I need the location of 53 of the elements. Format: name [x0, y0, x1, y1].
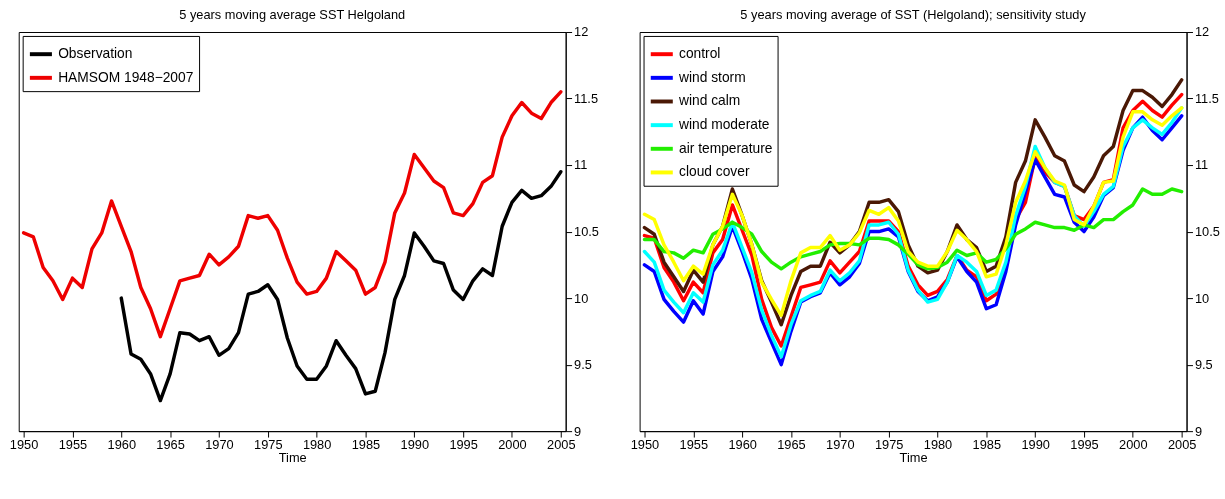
- x-tick-label: 1975: [874, 437, 904, 453]
- line-series: [119, 169, 563, 403]
- y-tick-label: 9.5: [1194, 357, 1213, 373]
- y-tick-label: 11: [574, 157, 588, 173]
- x-tick-label: 1985: [972, 437, 1002, 453]
- legend-label: control: [679, 46, 721, 62]
- chart-title: 5 years moving average of SST (Helgoland); sensitivity study: [740, 7, 1087, 23]
- legend-label: Observation: [58, 46, 133, 62]
- x-tick-label: 2005: [1167, 437, 1197, 453]
- line-series: [21, 90, 563, 339]
- x-tick-label: 1955: [58, 437, 88, 453]
- legend-label: air temperature: [679, 140, 773, 156]
- y-tick-label: 11.5: [1194, 90, 1219, 106]
- legend-label: wind moderate: [678, 117, 770, 133]
- x-tick-label: 1965: [156, 437, 185, 453]
- legend-label: wind storm: [678, 69, 746, 85]
- y-tick-label: 9: [574, 423, 582, 439]
- y-tick-label: 12: [574, 24, 589, 40]
- legend-label: cloud cover: [679, 164, 750, 180]
- chart-title: 5 years moving average SST Helgoland: [179, 7, 406, 23]
- x-tick-label: 2000: [498, 437, 527, 453]
- x-tick-label: 1970: [205, 437, 234, 453]
- x-tick-label: 1970: [826, 437, 855, 453]
- y-tick-label: 11.5: [574, 90, 599, 106]
- y-tick-label: 9: [1194, 423, 1203, 439]
- x-tick-label: 1985: [351, 437, 381, 453]
- x-axis-title: Time: [899, 450, 928, 466]
- y-tick-label: 10.5: [574, 224, 599, 240]
- x-tick-label: 2005: [547, 437, 576, 453]
- y-tick-label: 10.5: [1194, 224, 1220, 240]
- x-tick-label: 1990: [400, 437, 430, 453]
- y-tick-label: 9.5: [574, 357, 592, 373]
- legend-label: HAMSOM 1948−2007: [58, 69, 194, 85]
- x-tick-label: 1950: [9, 437, 39, 453]
- x-tick-label: 1960: [107, 437, 137, 453]
- legend-label: wind calm: [678, 93, 741, 109]
- x-tick-label: 1990: [1021, 437, 1050, 453]
- x-tick-label: 1960: [728, 437, 757, 453]
- x-tick-label: 2000: [1119, 437, 1148, 453]
- x-tick-label: 1980: [923, 437, 953, 453]
- x-tick-label: 1980: [302, 437, 332, 453]
- x-tick-label: 1995: [449, 437, 478, 453]
- y-tick-label: 10: [574, 290, 589, 306]
- x-tick-label: 1975: [254, 437, 283, 453]
- y-tick-label: 12: [1194, 24, 1210, 40]
- x-tick-label: 1965: [777, 437, 806, 453]
- x-tick-label: 1955: [679, 437, 709, 453]
- x-tick-label: 1995: [1070, 437, 1099, 453]
- line-series: [642, 187, 1184, 271]
- x-axis-title: Time: [278, 450, 307, 466]
- y-tick-label: 10: [1194, 290, 1210, 306]
- y-tick-label: 11: [1194, 157, 1209, 173]
- x-tick-label: 1950: [630, 437, 660, 453]
